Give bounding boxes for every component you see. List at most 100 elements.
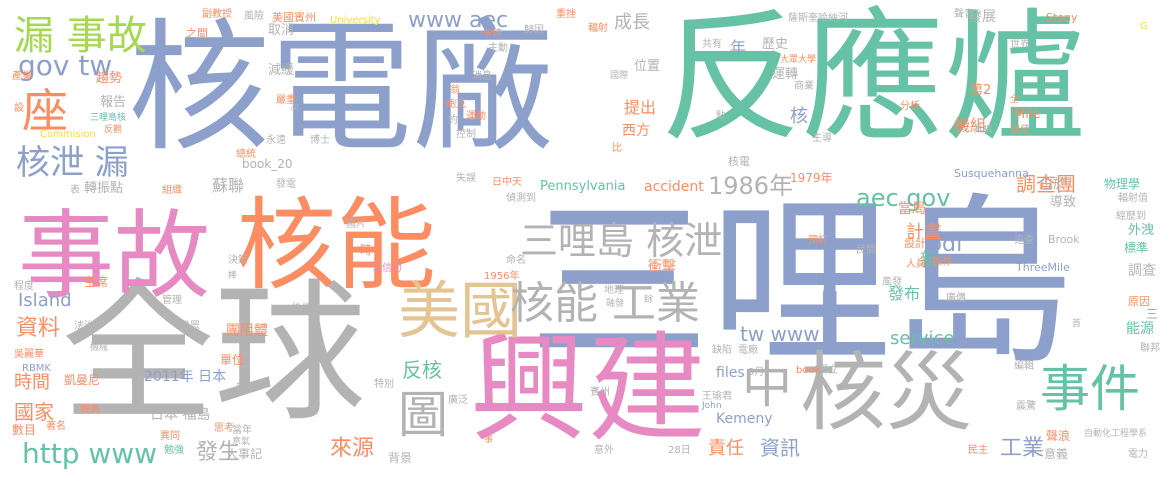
word-operate: 操作 bbox=[932, 257, 952, 268]
word-middle: 中 bbox=[742, 356, 792, 414]
word-design: 設計 bbox=[904, 237, 926, 250]
word-in-contrast: 反觀 bbox=[104, 125, 123, 135]
word-usa: 美國 bbox=[398, 274, 523, 347]
word-tmi-leak: 三哩島 核泄 bbox=[520, 219, 723, 263]
word-pdf: pdf bbox=[928, 232, 964, 257]
word-mile: Mile bbox=[1014, 107, 1041, 122]
word-credibility: 公信力 bbox=[372, 263, 402, 274]
word-civil: 民間 bbox=[856, 245, 876, 256]
word-university: University bbox=[330, 15, 381, 26]
word-figure: 圖 bbox=[398, 386, 448, 444]
word-service: service bbox=[890, 328, 955, 349]
word-turning-point: 轉振點 bbox=[84, 181, 124, 196]
word-gov-tw: gov tw bbox=[18, 49, 113, 82]
word-book: book bbox=[796, 365, 821, 376]
word-country: 國家 bbox=[14, 400, 54, 424]
word-propose: 提出 bbox=[624, 98, 657, 117]
word-commerce: 商業 bbox=[794, 81, 814, 92]
word-susquehanna: Susquehanna bbox=[954, 167, 1029, 180]
word-stony: Stony bbox=[1046, 11, 1078, 24]
word-trace: 追查 bbox=[1014, 235, 1034, 246]
word-1979: 1979年 bbox=[790, 171, 833, 185]
word-decision: 決策 bbox=[228, 255, 248, 266]
word-president: 總統 bbox=[236, 149, 256, 160]
word-spirit: 意氣 bbox=[232, 437, 251, 447]
word-rule-of-law: 法治 bbox=[74, 321, 94, 332]
word-plan: 計畫 bbox=[906, 222, 942, 243]
word-trend: 趨勢 bbox=[96, 71, 123, 86]
word-threemile: ThreeMile bbox=[1016, 261, 1070, 274]
word-tmi-nuclear: 三哩島核 bbox=[90, 113, 127, 123]
word-public: 民眾 bbox=[180, 321, 200, 332]
word-1956: 1956年 bbox=[484, 271, 520, 282]
word-meaning: 意義 bbox=[1044, 447, 1069, 461]
word-http-www: http www bbox=[22, 437, 158, 470]
word-defect: 缺陷 bbox=[712, 345, 732, 356]
word-degree: 程度 bbox=[14, 281, 34, 292]
word-ratio: 比 bbox=[612, 143, 622, 154]
word-editor: 編輯 bbox=[1014, 361, 1034, 372]
word-first: 第一 bbox=[236, 383, 256, 394]
word-second: 第2 bbox=[970, 83, 992, 98]
word-control: 控制 bbox=[456, 129, 476, 140]
word-information: 資訊 bbox=[760, 436, 800, 460]
word-differences: 異同 bbox=[160, 431, 180, 442]
word-shock: 震驚 bbox=[1016, 401, 1036, 412]
word-forever: 永遠 bbox=[266, 135, 286, 146]
word-growth: 成長 bbox=[614, 12, 650, 33]
word-power-plant: 電廠 bbox=[738, 345, 758, 356]
word-detected: 偵測到 bbox=[506, 193, 536, 204]
word-release: 發布 bbox=[888, 284, 921, 303]
word-operation: 運轉 bbox=[772, 67, 799, 82]
word-pennsylvania: Pennsylvania bbox=[540, 179, 626, 194]
word-experienced: 經歷到 bbox=[1116, 211, 1146, 222]
word-that-year: 當年 bbox=[232, 425, 252, 436]
word-prime: 日中天 bbox=[492, 177, 522, 188]
word-first-head: 首 bbox=[1072, 319, 1082, 329]
word-remainder: 餘 bbox=[644, 295, 654, 305]
word-personnel: 人員 bbox=[906, 259, 926, 270]
word-responsibility: 責任 bbox=[708, 438, 744, 459]
word-whole: 全 bbox=[1010, 95, 1020, 105]
word-standard: 標準 bbox=[1124, 241, 1149, 255]
word-nuclear-power: 核電 bbox=[728, 155, 750, 168]
word-slow: 減緩 bbox=[268, 63, 295, 78]
word-geography: 地理 bbox=[604, 285, 624, 296]
word-vigor: 風發 bbox=[882, 277, 902, 288]
word-cause: 導致 bbox=[1050, 195, 1077, 210]
word-accident: 事故 bbox=[18, 200, 210, 312]
word-reason: 原因 bbox=[1128, 295, 1150, 308]
word-mistake: 失誤 bbox=[456, 173, 476, 184]
word-assoc-prof: 副教授 bbox=[202, 9, 232, 20]
word-unexpected: 意外 bbox=[594, 445, 614, 456]
word-nuclear-energy: 核能 bbox=[236, 187, 436, 304]
word-energy: 能源 bbox=[1126, 321, 1154, 337]
word-special: 特別 bbox=[374, 379, 394, 390]
word-democracy: 民主 bbox=[968, 445, 988, 456]
word-attribute: 歸因 bbox=[524, 25, 544, 36]
word-approx: 約 bbox=[448, 115, 458, 126]
word-nuclear-disaster: 核災 bbox=[800, 343, 972, 443]
word-data: 資料 bbox=[16, 316, 61, 341]
word-matter: 事 bbox=[484, 435, 494, 445]
word-investigate: 調查 bbox=[1128, 263, 1156, 279]
word-broad: 廣泛 bbox=[448, 395, 468, 406]
word-tw-www: tw www bbox=[740, 322, 820, 346]
word-price: 廣價 bbox=[946, 293, 966, 304]
word-nuclear-leak: 核泄 漏 bbox=[16, 143, 129, 183]
word-time: 時間 bbox=[14, 372, 50, 393]
word-28th: 28日 bbox=[668, 445, 691, 456]
word-leak-accident: 漏 事故 bbox=[14, 13, 147, 59]
word-machinery: 機械 bbox=[90, 343, 109, 353]
word-between: 之間 bbox=[186, 27, 208, 40]
word-outflow: 外洩 bbox=[1128, 223, 1155, 238]
word-chairman: 主席 bbox=[84, 275, 109, 289]
word-located: 位於 bbox=[1040, 177, 1067, 192]
word-federal: 聯邦 bbox=[1140, 343, 1160, 354]
word-position: 位置 bbox=[634, 59, 661, 74]
word-impact: 衝擊 bbox=[648, 259, 676, 275]
word-unit-group: 機組 bbox=[954, 116, 987, 135]
word-kemeny: Kemeny bbox=[716, 411, 773, 427]
word-new: 新 bbox=[920, 250, 938, 271]
